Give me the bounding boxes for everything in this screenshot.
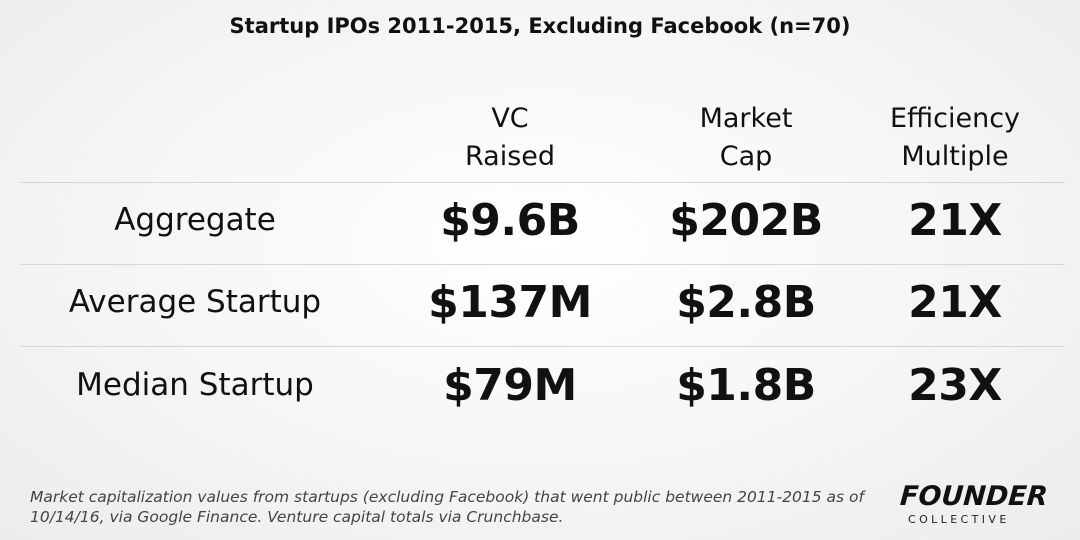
cell-median-market-cap: $1.8B	[676, 360, 816, 411]
founder-collective-logo: FOUNDER COLLECTIVE	[898, 481, 1070, 526]
chart-title: Startup IPOs 2011-2015, Excluding Facebo…	[229, 14, 851, 38]
row-divider	[20, 182, 1065, 183]
row-label-aggregate: Aggregate	[114, 202, 276, 238]
cell-aggregate-efficiency-multiple: 21X	[908, 195, 1002, 246]
source-footnote: Market capitalization values from startu…	[30, 488, 864, 526]
column-header-efficiency-multiple: Efficiency Multiple	[889, 103, 1021, 172]
row-label-median-startup: Median Startup	[76, 367, 314, 403]
cell-aggregate-market-cap: $202B	[669, 195, 823, 246]
row-divider	[20, 346, 1065, 347]
cell-median-vc-raised: $79M	[443, 360, 577, 411]
column-header-vc-raised: VC Raised	[464, 103, 556, 172]
cell-average-vc-raised: $137M	[428, 277, 592, 328]
row-label-average-startup: Average Startup	[68, 284, 322, 320]
logo-subtitle: COLLECTIVE	[908, 513, 1010, 526]
cell-average-efficiency-multiple: 21X	[908, 277, 1002, 328]
cell-median-efficiency-multiple: 23X	[908, 360, 1002, 411]
column-header-market-cap: Market Cap	[699, 103, 793, 172]
row-divider	[20, 264, 1065, 265]
cell-aggregate-vc-raised: $9.6B	[440, 195, 580, 246]
logo-wordmark: FOUNDER	[898, 481, 1049, 512]
cell-average-market-cap: $2.8B	[676, 277, 816, 328]
